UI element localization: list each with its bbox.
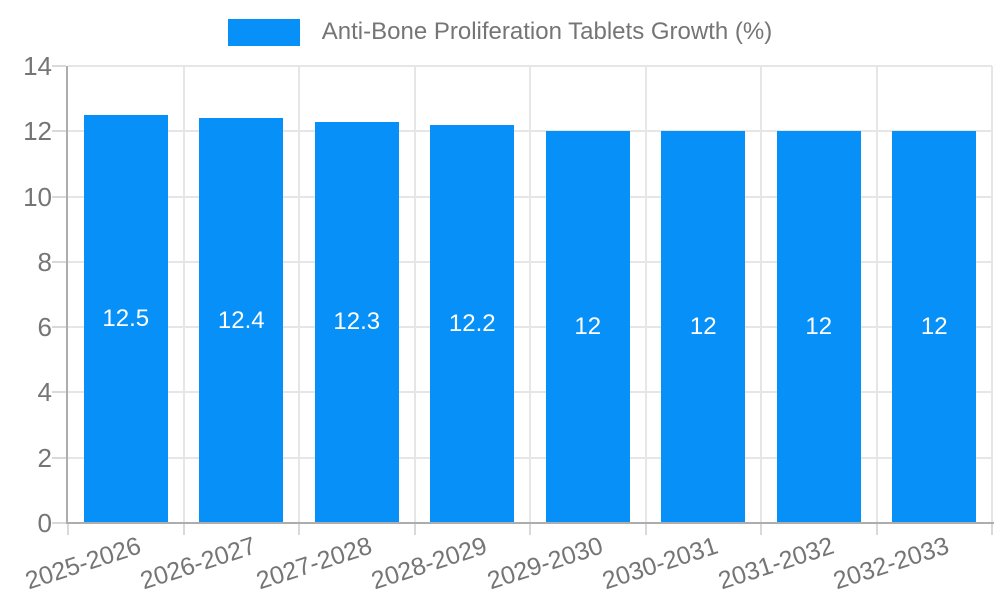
- y-axis-tick-label: 10: [23, 181, 52, 212]
- gridline-horizontal: [68, 456, 992, 459]
- y-axis-tick-label: 14: [23, 51, 52, 81]
- x-axis-tick: [644, 524, 647, 535]
- bar-2030-2031[interactable]: [661, 131, 746, 523]
- gridline-vertical: [182, 66, 185, 523]
- x-axis-line: [66, 522, 994, 524]
- bar-value-label: 12.5: [102, 304, 150, 332]
- y-axis-tick-label: 2: [37, 442, 52, 473]
- bar-2026-2027[interactable]: [199, 118, 284, 523]
- y-axis-line: [66, 66, 68, 523]
- y-axis-tick: [52, 456, 66, 459]
- y-axis-tick-label: 0: [37, 508, 52, 538]
- gridline-vertical: [875, 66, 878, 523]
- x-axis-tick: [760, 524, 762, 535]
- y-axis-tick: [52, 130, 66, 133]
- x-axis-tick: [991, 524, 993, 535]
- y-axis-tick-label: 6: [37, 312, 52, 343]
- y-axis-tick: [52, 65, 66, 67]
- y-axis-tick-label: 4: [37, 377, 52, 408]
- x-axis-tick: [298, 524, 300, 535]
- gridline-horizontal: [68, 391, 992, 394]
- bar-2027-2028[interactable]: [314, 121, 399, 523]
- legend-label: Anti-Bone Proliferation Tablets Growth (…: [321, 18, 773, 45]
- gridline-vertical: [760, 66, 762, 523]
- bar-value-label: 12: [805, 313, 833, 341]
- x-axis-tick: [875, 524, 878, 535]
- gridline-horizontal: [68, 260, 992, 263]
- bar-2032-2033[interactable]: [892, 131, 977, 523]
- bar-value-label: 12.2: [448, 309, 496, 337]
- gridline-horizontal: [68, 130, 992, 133]
- gridline-vertical: [644, 66, 647, 523]
- gridline-horizontal: [68, 65, 992, 67]
- gridline-vertical: [298, 66, 300, 523]
- bar-value-label: 12: [920, 313, 948, 341]
- y-axis-tick-label: 12: [23, 116, 52, 147]
- gridline-vertical: [991, 66, 993, 523]
- bar-value-label: 12: [689, 313, 717, 341]
- gridline-horizontal: [68, 195, 992, 198]
- legend-swatch-icon: [227, 18, 300, 46]
- x-axis-tick: [67, 524, 69, 535]
- bar-value-label: 12.4: [217, 306, 265, 334]
- y-axis-tick: [52, 195, 66, 198]
- y-axis-tick: [52, 391, 66, 394]
- bar-2031-2032[interactable]: [776, 131, 861, 523]
- y-axis-tick: [52, 522, 66, 524]
- gridline-horizontal: [68, 326, 992, 329]
- legend[interactable]: Anti-Bone Proliferation Tablets Growth (…: [0, 17, 1000, 47]
- x-axis-tick: [529, 524, 531, 535]
- plot-area: 12.5 12.4 12.3 12.2 12 12 12 12: [68, 65, 993, 523]
- bar-value-label: 12: [574, 313, 602, 341]
- x-axis-tick: [182, 524, 185, 535]
- x-axis-tick: [413, 524, 416, 535]
- y-axis-tick: [52, 326, 66, 329]
- bar-value-label: 12.3: [333, 308, 381, 336]
- bar-2029-2030[interactable]: [545, 131, 630, 523]
- y-axis-tick: [52, 260, 66, 263]
- bar-2025-2026[interactable]: [83, 114, 168, 523]
- bar-2028-2029[interactable]: [430, 124, 515, 523]
- gridline-vertical: [529, 66, 531, 523]
- gridline-vertical: [413, 66, 416, 523]
- y-axis-tick-label: 8: [37, 246, 52, 277]
